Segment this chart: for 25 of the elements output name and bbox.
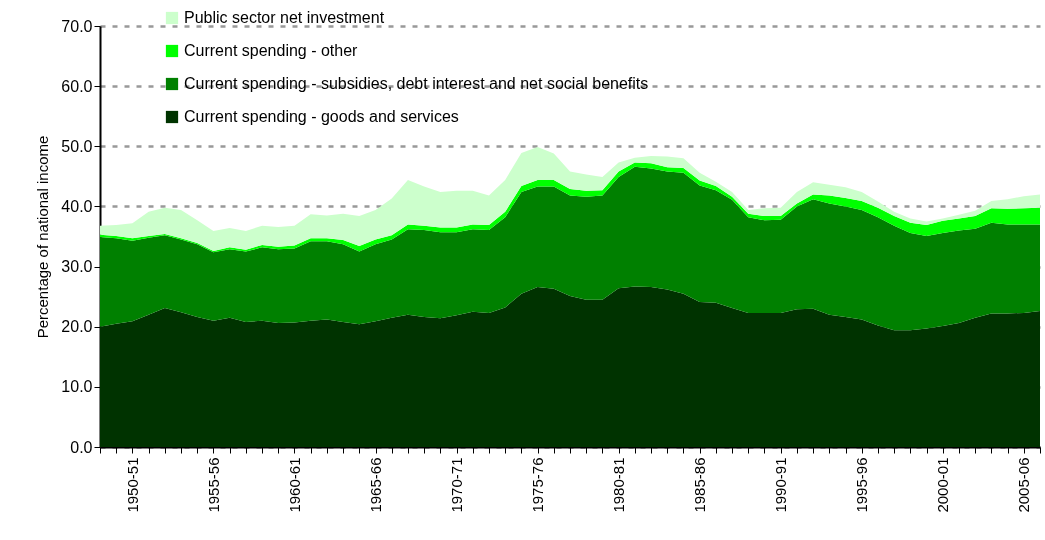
x-tick-label: 1985-86 xyxy=(691,457,709,513)
x-tick-label: 1980-81 xyxy=(610,457,628,513)
x-tick-label: 1950-51 xyxy=(123,457,141,513)
x-tick-label: 1965-66 xyxy=(367,457,385,513)
y-tick-label: 60.0 xyxy=(61,77,93,95)
x-tick-label: 1995-96 xyxy=(853,457,871,513)
legend-label: Current spending - goods and services xyxy=(184,108,459,125)
y-tick-label: 0.0 xyxy=(70,438,93,456)
legend-label: Current spending - other xyxy=(184,42,359,59)
x-tick-label: 1990-91 xyxy=(772,457,790,513)
x-tick-label: 1960-61 xyxy=(285,457,303,513)
x-tick-label: 1975-76 xyxy=(529,457,547,513)
y-tick-label: 30.0 xyxy=(61,258,93,276)
x-tick-label: 1970-71 xyxy=(448,457,466,513)
y-tick-label: 20.0 xyxy=(61,318,93,336)
x-tick-label: 2000-01 xyxy=(934,457,952,513)
y-tick-label: 50.0 xyxy=(61,137,93,155)
legend-label: Current spending - subsidies, debt interest and net social benefits xyxy=(184,75,649,92)
x-tick-label: 2005-06 xyxy=(1015,457,1033,513)
x-tick-label: 1955-56 xyxy=(204,457,222,513)
y-tick-label: 70.0 xyxy=(61,17,93,35)
y-axis-title: Percentage of national income xyxy=(34,135,52,339)
y-tick-label: 40.0 xyxy=(61,197,93,215)
legend-label: Public sector net investment xyxy=(184,9,385,26)
y-tick-label: 10.0 xyxy=(61,378,93,396)
